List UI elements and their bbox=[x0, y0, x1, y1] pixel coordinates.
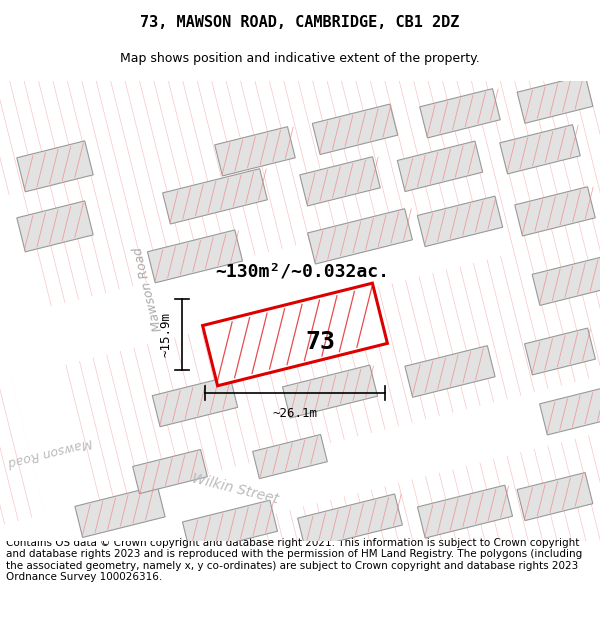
Polygon shape bbox=[515, 187, 595, 236]
Polygon shape bbox=[203, 283, 388, 386]
Polygon shape bbox=[17, 141, 93, 192]
Text: Mawson Road: Mawson Road bbox=[7, 435, 94, 468]
Text: Contains OS data © Crown copyright and database right 2021. This information is : Contains OS data © Crown copyright and d… bbox=[6, 538, 582, 582]
Polygon shape bbox=[532, 258, 600, 306]
Polygon shape bbox=[517, 75, 593, 123]
Polygon shape bbox=[182, 500, 278, 553]
Text: ~130m²/~0.032ac.: ~130m²/~0.032ac. bbox=[215, 262, 389, 281]
Polygon shape bbox=[517, 472, 593, 521]
Polygon shape bbox=[283, 365, 377, 418]
Polygon shape bbox=[163, 169, 268, 224]
Polygon shape bbox=[313, 104, 398, 154]
Polygon shape bbox=[500, 125, 580, 174]
Polygon shape bbox=[0, 198, 502, 425]
Text: 73: 73 bbox=[305, 331, 335, 354]
Polygon shape bbox=[418, 485, 512, 538]
Text: Mawson Road: Mawson Road bbox=[131, 246, 165, 333]
Polygon shape bbox=[215, 127, 295, 176]
Polygon shape bbox=[397, 141, 482, 191]
Text: 73, MAWSON ROAD, CAMBRIDGE, CB1 2DZ: 73, MAWSON ROAD, CAMBRIDGE, CB1 2DZ bbox=[140, 15, 460, 30]
Polygon shape bbox=[75, 486, 165, 538]
Text: ~26.1m: ~26.1m bbox=[272, 407, 317, 419]
Polygon shape bbox=[0, 376, 600, 587]
Polygon shape bbox=[253, 434, 328, 479]
Polygon shape bbox=[405, 346, 495, 398]
Polygon shape bbox=[418, 196, 503, 247]
Text: Map shows position and indicative extent of the property.: Map shows position and indicative extent… bbox=[120, 52, 480, 65]
Polygon shape bbox=[17, 201, 93, 252]
Polygon shape bbox=[420, 89, 500, 138]
Polygon shape bbox=[152, 376, 238, 427]
Polygon shape bbox=[298, 494, 403, 549]
Polygon shape bbox=[133, 449, 208, 494]
Text: ~15.9m: ~15.9m bbox=[159, 312, 172, 357]
Polygon shape bbox=[148, 230, 242, 283]
Polygon shape bbox=[300, 157, 380, 206]
Polygon shape bbox=[539, 388, 600, 435]
Text: Wilkin Street: Wilkin Street bbox=[190, 471, 280, 506]
Polygon shape bbox=[308, 209, 412, 264]
Polygon shape bbox=[0, 192, 142, 625]
Polygon shape bbox=[524, 328, 595, 375]
